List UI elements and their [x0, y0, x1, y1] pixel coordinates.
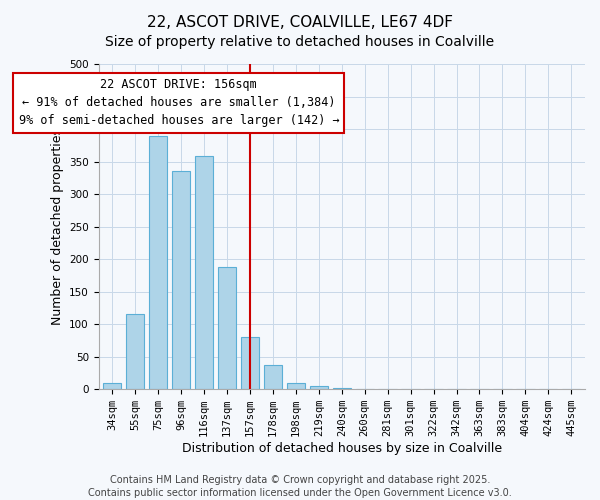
- Bar: [241, 337, 259, 389]
- Bar: [310, 386, 328, 389]
- Text: Contains HM Land Registry data © Crown copyright and database right 2025.: Contains HM Land Registry data © Crown c…: [110, 475, 490, 485]
- Text: 22, ASCOT DRIVE, COALVILLE, LE67 4DF: 22, ASCOT DRIVE, COALVILLE, LE67 4DF: [147, 15, 453, 30]
- Bar: [287, 382, 305, 389]
- Text: 22 ASCOT DRIVE: 156sqm
← 91% of detached houses are smaller (1,384)
9% of semi-d: 22 ASCOT DRIVE: 156sqm ← 91% of detached…: [19, 78, 339, 128]
- X-axis label: Distribution of detached houses by size in Coalville: Distribution of detached houses by size …: [182, 442, 502, 455]
- Text: Size of property relative to detached houses in Coalville: Size of property relative to detached ho…: [106, 35, 494, 49]
- Bar: [172, 172, 190, 389]
- Bar: [103, 382, 121, 389]
- Bar: [356, 388, 374, 389]
- Bar: [264, 364, 282, 389]
- Bar: [218, 267, 236, 389]
- Bar: [195, 156, 213, 389]
- Bar: [149, 136, 167, 389]
- Y-axis label: Number of detached properties: Number of detached properties: [50, 128, 64, 325]
- Bar: [126, 314, 145, 389]
- Text: Contains public sector information licensed under the Open Government Licence v3: Contains public sector information licen…: [88, 488, 512, 498]
- Bar: [332, 388, 351, 389]
